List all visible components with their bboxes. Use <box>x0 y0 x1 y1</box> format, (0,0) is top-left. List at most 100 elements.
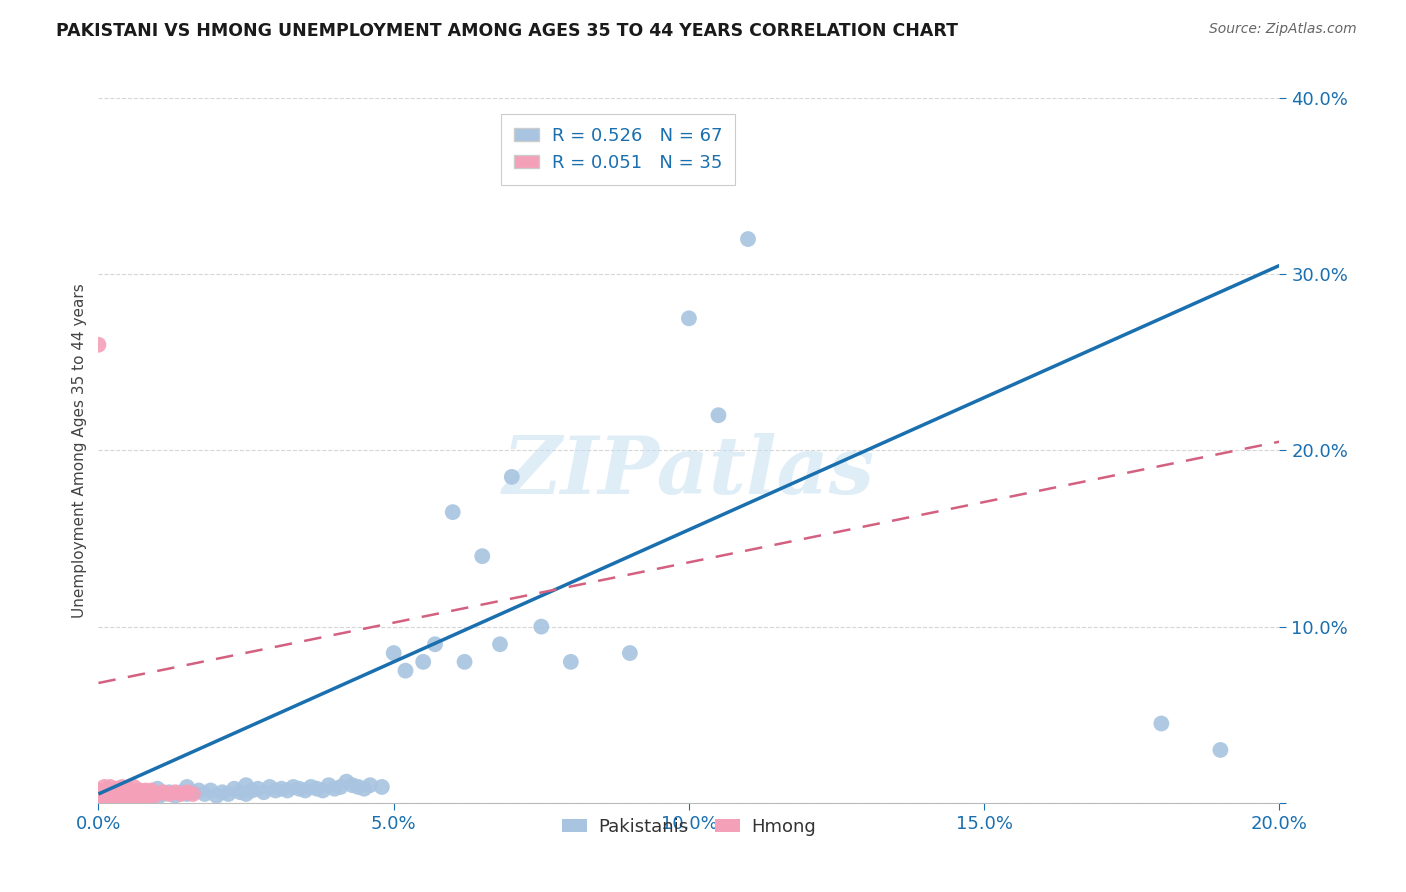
Point <box>111 790 134 805</box>
Point <box>122 785 145 799</box>
Point <box>259 780 281 794</box>
Point <box>329 780 352 794</box>
Point <box>141 783 163 797</box>
Point <box>371 780 394 794</box>
Point <box>560 655 582 669</box>
Point <box>157 785 180 799</box>
Point <box>135 787 157 801</box>
Point <box>93 780 115 794</box>
Point <box>87 337 110 351</box>
Point <box>294 783 316 797</box>
Point <box>211 785 233 799</box>
Point <box>141 789 163 803</box>
Point <box>122 790 145 805</box>
Point <box>128 783 150 797</box>
Point <box>98 780 121 794</box>
Point <box>111 785 134 799</box>
Point <box>283 780 305 794</box>
Point <box>342 778 364 792</box>
Point <box>93 785 115 799</box>
Point <box>382 646 405 660</box>
Point <box>394 664 416 678</box>
Point <box>619 646 641 660</box>
Text: Source: ZipAtlas.com: Source: ZipAtlas.com <box>1209 22 1357 37</box>
Point <box>194 787 217 801</box>
Point <box>122 780 145 794</box>
Point <box>335 774 357 789</box>
Point <box>530 619 553 633</box>
Point <box>146 781 169 796</box>
Text: PAKISTANI VS HMONG UNEMPLOYMENT AMONG AGES 35 TO 44 YEARS CORRELATION CHART: PAKISTANI VS HMONG UNEMPLOYMENT AMONG AG… <box>56 22 959 40</box>
Point <box>98 790 121 805</box>
Point <box>1150 716 1173 731</box>
Point <box>240 783 263 797</box>
Point <box>141 790 163 805</box>
Y-axis label: Unemployment Among Ages 35 to 44 years: Unemployment Among Ages 35 to 44 years <box>72 283 87 618</box>
Point <box>170 787 193 801</box>
Point <box>87 789 110 803</box>
Point <box>170 785 193 799</box>
Point <box>128 790 150 805</box>
Point <box>165 789 187 803</box>
Point <box>176 785 198 799</box>
Point <box>105 789 128 803</box>
Point <box>471 549 494 564</box>
Point <box>117 790 139 805</box>
Point <box>98 785 121 799</box>
Point <box>318 778 340 792</box>
Point <box>93 790 115 805</box>
Point <box>501 470 523 484</box>
Point <box>181 785 204 799</box>
Point <box>288 781 311 796</box>
Point <box>217 787 239 801</box>
Legend: Pakistanis, Hmong: Pakistanis, Hmong <box>554 811 824 843</box>
Point <box>117 785 139 799</box>
Point <box>165 785 187 799</box>
Point <box>187 783 209 797</box>
Point <box>707 408 730 422</box>
Point <box>678 311 700 326</box>
Point <box>235 778 257 792</box>
Point <box>98 790 121 805</box>
Point <box>176 780 198 794</box>
Point <box>122 789 145 803</box>
Point <box>264 783 287 797</box>
Point <box>111 780 134 794</box>
Point <box>270 781 292 796</box>
Point <box>105 790 128 805</box>
Point <box>737 232 759 246</box>
Point <box>353 781 375 796</box>
Point <box>87 796 110 810</box>
Point <box>205 789 228 803</box>
Point <box>229 785 252 799</box>
Point <box>152 785 174 799</box>
Point <box>453 655 475 669</box>
Point <box>359 778 381 792</box>
Point <box>105 785 128 799</box>
Point <box>135 790 157 805</box>
Point <box>146 790 169 805</box>
Point <box>441 505 464 519</box>
Point <box>117 787 139 801</box>
Point <box>128 790 150 805</box>
Point <box>1209 743 1232 757</box>
Point <box>323 781 346 796</box>
Point <box>146 787 169 801</box>
Point <box>87 783 110 797</box>
Point <box>176 787 198 801</box>
Point <box>224 781 246 796</box>
Point <box>135 783 157 797</box>
Text: ZIPatlas: ZIPatlas <box>503 433 875 510</box>
Point <box>152 787 174 801</box>
Point <box>412 655 434 669</box>
Point <box>87 790 110 805</box>
Point <box>111 790 134 805</box>
Point <box>305 781 328 796</box>
Point <box>423 637 446 651</box>
Point <box>299 780 322 794</box>
Point <box>276 783 298 797</box>
Point <box>157 787 180 801</box>
Point <box>489 637 512 651</box>
Point <box>181 787 204 801</box>
Point <box>200 783 222 797</box>
